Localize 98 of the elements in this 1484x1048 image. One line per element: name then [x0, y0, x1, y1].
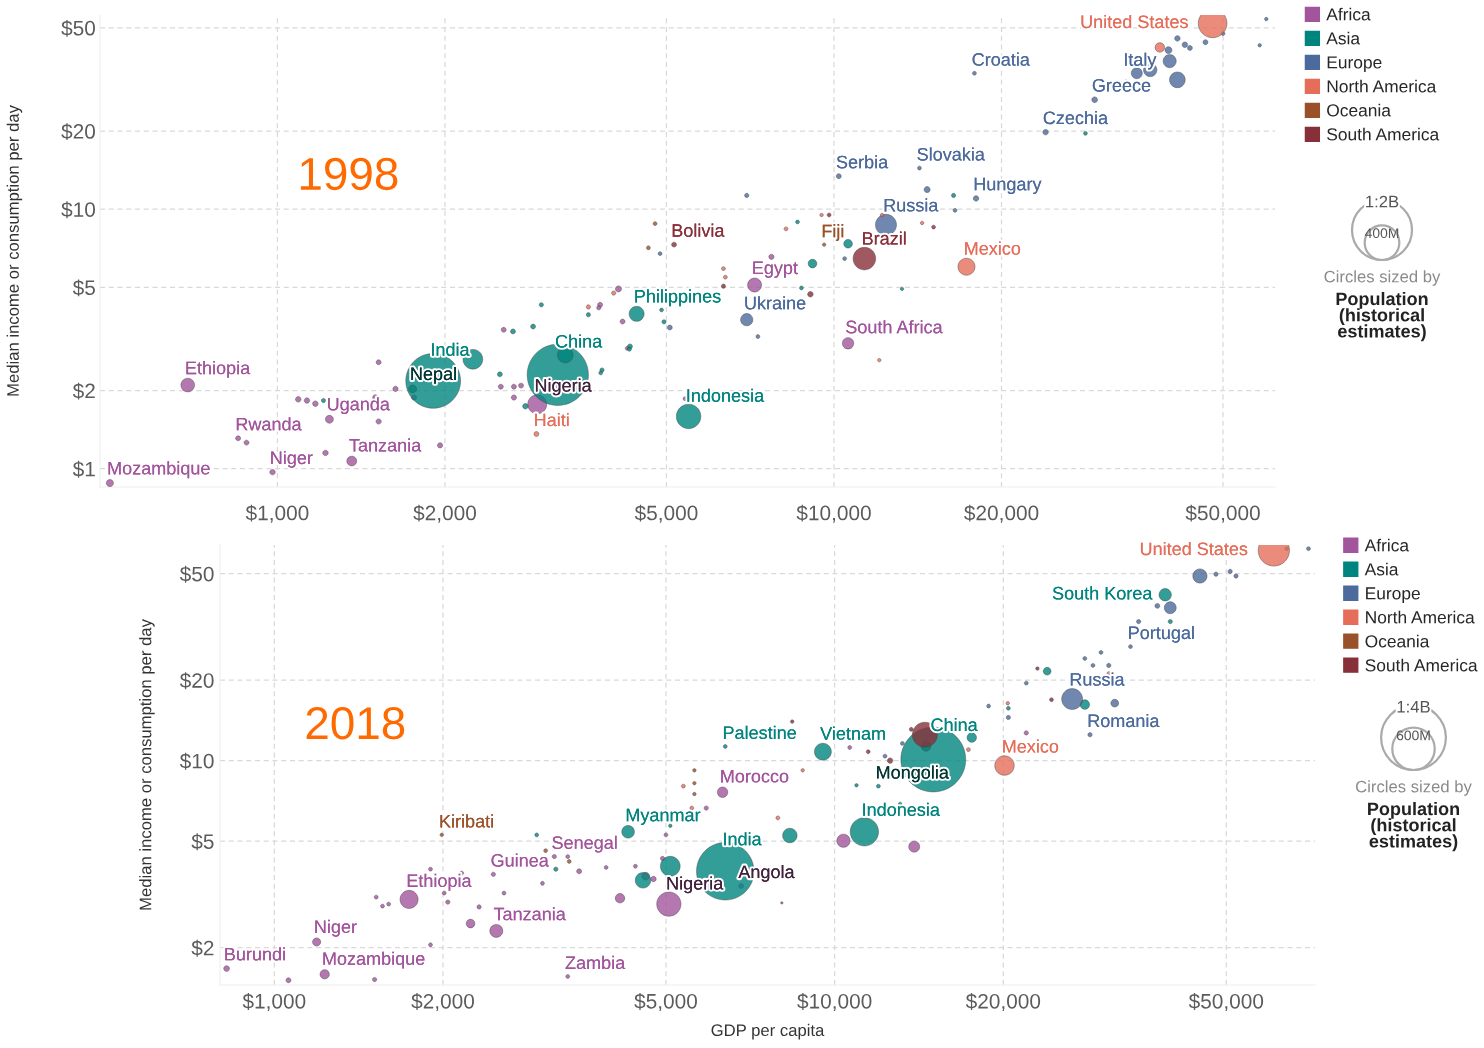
annotation: Indonesia [863, 802, 940, 817]
x-tick-label: $1,000 [245, 504, 309, 523]
annotation: Italy [1124, 52, 1157, 70]
annotation: South Korea [1052, 586, 1153, 600]
text: 2018 [306, 707, 405, 740]
legend-label: South America [1365, 658, 1478, 672]
legend-label: Africa [1364, 538, 1410, 552]
annotation: United States [1081, 14, 1188, 29]
y-tick-label: $20 [61, 123, 96, 141]
x-tick-label: $20,000 [965, 993, 1041, 1012]
x-axis-title: GDP per capita [711, 1023, 825, 1040]
annotation: Niger [315, 919, 357, 937]
legend-label: 600M [1396, 730, 1430, 741]
annotation: India [432, 342, 470, 356]
annotation: Fiji [822, 224, 844, 241]
annotation: Hungary [974, 177, 1042, 195]
x-tick-label: $1,000 [242, 993, 306, 1012]
x-tick-label: $20,000 [964, 504, 1039, 523]
y-tick-label: $20 [179, 672, 214, 690]
y-tick-label: $50 [179, 565, 214, 583]
annotation: Senegal [552, 835, 617, 853]
legend-label: 400M [1364, 228, 1399, 239]
annotation: Mozambique [323, 951, 425, 969]
legend-label: Asia [1326, 31, 1361, 45]
legend-label: Asia [1364, 562, 1399, 576]
annotation: Indonesia [687, 388, 765, 402]
annotation: Haiti [535, 413, 569, 427]
annotation: Romania [1088, 713, 1160, 728]
x-tick-label: $10,000 [796, 504, 871, 523]
y-tick-label: $10 [61, 201, 96, 219]
annotation: India [724, 832, 762, 846]
legend-label: South America [1327, 127, 1440, 141]
annotation: Ukraine [745, 296, 806, 310]
annotation: Egypt [753, 261, 798, 278]
x-tick-label: $50,000 [1188, 993, 1264, 1012]
annotation: Guinea [491, 853, 549, 867]
annotation: Kiribati [440, 814, 493, 828]
legend-label: Europe [1366, 587, 1420, 603]
annotation: Mexico [965, 241, 1021, 255]
x-tick-label: $2,000 [413, 504, 476, 523]
text: 1998 [300, 157, 398, 191]
legend-label: 1:4B [1397, 701, 1430, 713]
text: Population (historical estimates) [1336, 292, 1428, 342]
annotation: South Africa [846, 320, 943, 334]
annotation: Palestine [723, 725, 796, 740]
y-tick-label: $2 [191, 939, 214, 957]
y-tick-label: $5 [72, 279, 95, 297]
y-tick-label: $5 [191, 833, 214, 851]
legend-label: 1:2B [1366, 195, 1399, 208]
y-axis-title: Median income or consumption per day [6, 105, 23, 396]
annotation: United States [1140, 541, 1248, 556]
annotation: Nepal [411, 366, 456, 384]
annotation: Croatia [972, 52, 1030, 66]
text: Circles sized by [1356, 780, 1472, 796]
annotation: Rwanda [236, 417, 302, 431]
y-tick-label: $50 [61, 19, 96, 37]
x-tick-label: $2,000 [411, 993, 475, 1012]
legend-label: Africa [1326, 7, 1371, 21]
annotation: Ethiopia [186, 361, 251, 378]
annotation: Zambia [565, 955, 626, 970]
annotation: Morocco [721, 770, 789, 783]
annotation: Mozambique [108, 461, 210, 479]
x-tick-label: $5,000 [634, 993, 697, 1012]
annotation: Myanmar [626, 808, 701, 825]
annotation: Brazil [863, 231, 906, 245]
annotation: Russia [1070, 672, 1125, 686]
annotation: Tanzania [493, 907, 566, 921]
annotation: Portugal [1129, 625, 1194, 643]
annotation: Czechia [1043, 110, 1109, 125]
annotation: Vietnam [820, 726, 885, 740]
annotation: Uganda [328, 397, 390, 415]
x-tick-label: $5,000 [634, 504, 698, 523]
annotation: Ethiopia [407, 873, 472, 891]
annotation: Philippines [635, 289, 721, 307]
annotation: Mexico [1003, 739, 1059, 753]
legend-label: Oceania [1365, 634, 1430, 648]
y-tick-label: $2 [72, 382, 95, 400]
text: Population (historical estimates) [1368, 802, 1460, 852]
text: Circles sized by [1324, 270, 1441, 286]
annotation: Serbia [836, 155, 889, 169]
annotation: Niger [271, 450, 313, 468]
legend-label: Europe [1327, 56, 1382, 72]
y-axis-title: Median income or consumption per day [139, 619, 155, 910]
annotation: Greece [1092, 78, 1151, 92]
annotation: Burundi [225, 947, 285, 961]
annotation: Russia [884, 198, 939, 212]
x-tick-label: $10,000 [797, 993, 872, 1012]
annotation: Tanzania [349, 438, 422, 452]
annotation: China [555, 334, 603, 348]
y-tick-label: $1 [72, 460, 95, 478]
legend-label: North America [1327, 79, 1437, 93]
y-tick-label: $10 [179, 752, 214, 770]
annotation: Slovakia [917, 147, 985, 161]
legend-label: Oceania [1327, 103, 1391, 117]
x-tick-label: $50,000 [1185, 504, 1260, 523]
legend-label: North America [1366, 610, 1475, 624]
annotation: Bolivia [672, 223, 725, 237]
annotation: China [931, 717, 978, 732]
